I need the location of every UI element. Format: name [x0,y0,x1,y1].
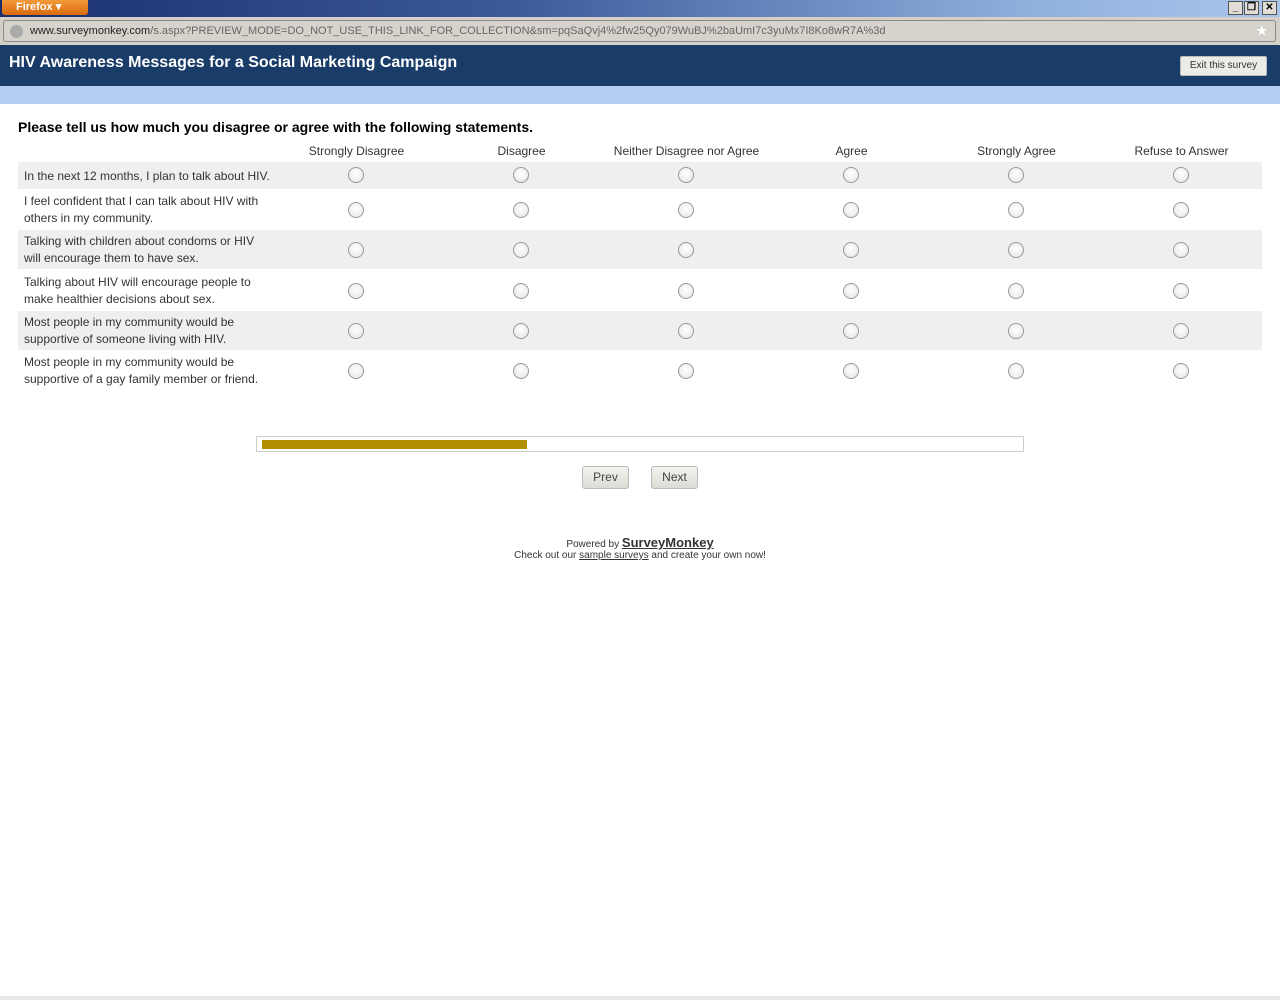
radio-neither-disagree-nor-agree[interactable] [678,363,694,379]
radio-strongly-agree[interactable] [1008,363,1024,379]
matrix-row: Most people in my community would be sup… [18,351,1262,391]
survey-title: HIV Awareness Messages for a Social Mark… [9,54,458,71]
radio-neither-disagree-nor-agree[interactable] [678,323,694,339]
row-label: Talking about HIV will encourage people … [24,274,251,306]
url-path: /s.aspx?PREVIEW_MODE=DO_NOT_USE_THIS_LIN… [150,25,886,37]
radio-refuse-to-answer[interactable] [1173,363,1189,379]
matrix-header: Strongly Disagree Disagree Neither Disagre… [18,141,1262,162]
column-header: Neither Disagree nor Agree [613,144,760,158]
globe-icon [10,25,23,38]
radio-disagree[interactable] [513,282,529,299]
radio-neither-disagree-nor-agree[interactable] [678,242,694,258]
radio-strongly-agree[interactable] [1008,242,1024,258]
url-bar[interactable]: www.surveymonkey.com/s.aspx?PREVIEW_MODE… [3,20,1276,42]
radio-strongly-disagree[interactable] [348,363,364,379]
minimize-icon[interactable]: _ [1228,1,1243,15]
progress-bar [256,436,1024,452]
radio-neither-disagree-nor-agree[interactable] [678,282,694,299]
firefox-menu-button[interactable]: Firefox ▾ [2,0,88,15]
radio-strongly-agree[interactable] [1008,323,1024,339]
row-label: I feel confident that I can talk about H… [24,194,259,225]
column-header: Disagree [497,144,546,158]
footer-text-suffix: and create your own now! [651,550,766,561]
row-label: Talking with children about condoms or H… [24,234,255,265]
browser-title-bar: Firefox ▾ _ ❐ ✕ [0,0,1280,17]
radio-disagree[interactable] [513,323,529,339]
matrix-row: Talking about HIV will encourage people … [18,270,1262,311]
row-label: Most people in my community would be sup… [24,355,259,386]
column-header: Refuse to Answer [1134,144,1229,158]
radio-refuse-to-answer[interactable] [1173,202,1189,218]
matrix-row: Most people in my community would be sup… [18,311,1262,351]
exit-survey-button[interactable]: Exit this survey [1180,56,1267,76]
radio-strongly-disagree[interactable] [348,282,364,299]
row-label: In the next 12 months, I plan to talk ab… [24,168,270,183]
close-icon[interactable]: ✕ [1262,1,1277,15]
footer-text: Check out our [514,550,577,561]
progress-fill [262,440,527,449]
column-header: Strongly Agree [977,144,1056,158]
radio-disagree[interactable] [513,363,529,379]
radio-agree[interactable] [843,323,859,339]
radio-strongly-agree[interactable] [1008,167,1024,183]
radio-strongly-disagree[interactable] [348,323,364,339]
radio-strongly-agree[interactable] [1008,282,1024,299]
radio-disagree[interactable] [513,242,529,258]
radio-refuse-to-answer[interactable] [1173,242,1189,258]
radio-refuse-to-answer[interactable] [1173,167,1189,183]
restore-icon[interactable]: ❐ [1244,1,1259,15]
radio-refuse-to-answer[interactable] [1173,282,1189,299]
footer: Powered by SurveyMonkey Check out our sa… [0,535,1280,561]
status-bar [0,996,1280,1000]
navigation-bar: www.surveymonkey.com/s.aspx?PREVIEW_MODE… [0,17,1280,45]
radio-refuse-to-answer[interactable] [1173,323,1189,339]
radio-agree[interactable] [843,242,859,258]
question-text: Please tell us how much you disagree or … [18,119,534,135]
prev-button[interactable]: Prev [582,466,629,489]
survey-header: HIV Awareness Messages for a Social Mark… [0,45,1280,86]
radio-agree[interactable] [843,167,859,183]
radio-strongly-disagree[interactable] [348,167,364,183]
powered-by-text: Powered by [566,539,620,550]
radio-neither-disagree-nor-agree[interactable] [678,167,694,183]
radio-disagree[interactable] [513,202,529,218]
radio-strongly-agree[interactable] [1008,202,1024,218]
surveymonkey-link[interactable]: SurveyMonkey [621,535,714,550]
matrix-row: Talking with children about condoms or H… [18,230,1262,270]
url-domain: www.surveymonkey.com [30,25,151,37]
bookmark-star-icon[interactable]: ★ [1254,23,1269,40]
matrix-question: Strongly Disagree Disagree Neither Disagre… [18,141,1262,391]
column-header: Strongly Disagree [308,144,405,158]
firefox-label: Firefox [16,1,53,13]
header-band [0,86,1280,104]
sample-surveys-link[interactable]: sample surveys [579,550,649,561]
next-button[interactable]: Next [651,466,698,489]
matrix-row: In the next 12 months, I plan to talk ab… [18,162,1262,190]
radio-agree[interactable] [843,282,859,299]
radio-disagree[interactable] [513,167,529,183]
column-header: Agree [835,144,868,158]
radio-strongly-disagree[interactable] [348,242,364,258]
row-label: Most people in my community would be sup… [24,315,235,346]
radio-agree[interactable] [843,363,859,379]
matrix-row: I feel confident that I can talk about H… [18,190,1262,230]
radio-neither-disagree-nor-agree[interactable] [678,202,694,218]
radio-agree[interactable] [843,202,859,218]
radio-strongly-disagree[interactable] [348,202,364,218]
